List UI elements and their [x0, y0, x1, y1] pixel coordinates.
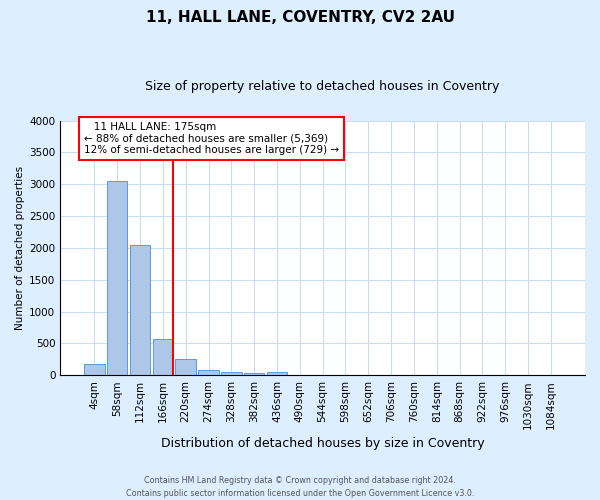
Bar	[221, 372, 242, 375]
Bar	[152, 338, 173, 375]
Bar	[175, 360, 196, 375]
Text: 11, HALL LANE, COVENTRY, CV2 2AU: 11, HALL LANE, COVENTRY, CV2 2AU	[146, 10, 455, 25]
X-axis label: Distribution of detached houses by size in Coventry: Distribution of detached houses by size …	[161, 437, 484, 450]
Bar	[244, 372, 265, 375]
Text: 11 HALL LANE: 175sqm
← 88% of detached houses are smaller (5,369)
12% of semi-de: 11 HALL LANE: 175sqm ← 88% of detached h…	[84, 122, 339, 155]
Bar	[107, 181, 127, 375]
Text: Contains HM Land Registry data © Crown copyright and database right 2024.
Contai: Contains HM Land Registry data © Crown c…	[126, 476, 474, 498]
Y-axis label: Number of detached properties: Number of detached properties	[15, 166, 25, 330]
Title: Size of property relative to detached houses in Coventry: Size of property relative to detached ho…	[145, 80, 500, 93]
Bar	[267, 372, 287, 375]
Bar	[84, 364, 104, 375]
Bar	[130, 244, 151, 375]
Bar	[198, 370, 219, 375]
